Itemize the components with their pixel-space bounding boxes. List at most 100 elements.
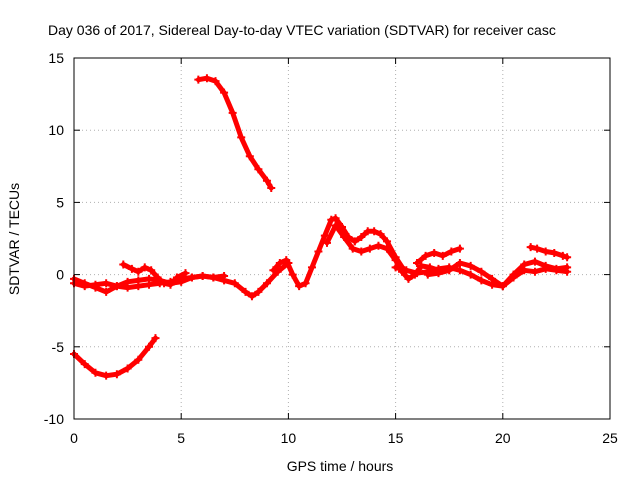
data-point bbox=[466, 270, 475, 279]
data-point bbox=[112, 282, 121, 291]
data-point bbox=[153, 273, 162, 282]
data-point bbox=[550, 248, 559, 257]
data-point bbox=[288, 270, 297, 279]
data-point bbox=[413, 269, 422, 278]
series-line-arc-high-morning bbox=[195, 75, 274, 191]
series-line-arc-low-early bbox=[71, 335, 158, 379]
data-point bbox=[314, 247, 323, 256]
data-point bbox=[438, 251, 447, 260]
data-point bbox=[404, 274, 413, 283]
data-point bbox=[376, 230, 385, 239]
data-point bbox=[228, 108, 237, 117]
data-point bbox=[220, 88, 229, 97]
data-point bbox=[477, 267, 486, 276]
data-point bbox=[520, 260, 529, 269]
data-point bbox=[533, 244, 542, 253]
data-point bbox=[166, 280, 175, 289]
data-point bbox=[421, 251, 430, 260]
x-tick-label: 5 bbox=[177, 430, 185, 446]
data-point bbox=[541, 261, 550, 270]
data-point bbox=[374, 241, 383, 250]
data-point bbox=[91, 280, 100, 289]
data-point bbox=[80, 282, 89, 291]
data-point bbox=[123, 364, 132, 373]
plot-frame bbox=[73, 57, 611, 420]
data-point bbox=[455, 266, 464, 275]
data-point bbox=[145, 342, 154, 351]
data-point bbox=[160, 279, 169, 288]
data-point bbox=[202, 74, 211, 83]
data-point bbox=[541, 247, 550, 256]
data-point bbox=[275, 259, 284, 268]
data-point bbox=[530, 267, 539, 276]
data-point bbox=[247, 292, 256, 301]
y-tick-label: -5 bbox=[52, 339, 65, 355]
data-point bbox=[383, 244, 392, 253]
data-point bbox=[322, 238, 331, 247]
data-point bbox=[211, 77, 220, 86]
data-point bbox=[80, 360, 89, 369]
data-point bbox=[320, 231, 329, 240]
data-point bbox=[563, 253, 572, 262]
data-point bbox=[413, 259, 422, 268]
data-point bbox=[254, 287, 263, 296]
data-point bbox=[417, 261, 426, 270]
data-point bbox=[151, 334, 160, 343]
data-point bbox=[327, 215, 336, 224]
data-point bbox=[563, 263, 572, 272]
data-point bbox=[194, 75, 203, 84]
data-point bbox=[391, 256, 400, 265]
data-point bbox=[237, 133, 246, 142]
data-point bbox=[391, 263, 400, 272]
x-tick-label: 15 bbox=[388, 430, 404, 446]
data-point bbox=[230, 279, 239, 288]
data-point bbox=[112, 370, 121, 379]
data-point bbox=[140, 263, 149, 272]
data-point bbox=[301, 279, 310, 288]
data-point bbox=[445, 266, 454, 275]
chart-title: Day 036 of 2017, Sidereal Day-to-day VTE… bbox=[48, 22, 556, 38]
data-point bbox=[102, 287, 111, 296]
data-point bbox=[348, 244, 357, 253]
x-tick-label: 25 bbox=[602, 430, 618, 446]
x-axis-label: GPS time / hours bbox=[287, 458, 394, 474]
data-point bbox=[181, 269, 190, 278]
data-point bbox=[370, 227, 379, 236]
series-line-arc-C bbox=[120, 262, 188, 288]
data-point bbox=[147, 266, 156, 275]
y-tick-label: -10 bbox=[44, 411, 64, 427]
data-point bbox=[423, 270, 432, 279]
data-point bbox=[241, 287, 250, 296]
data-point bbox=[509, 270, 518, 279]
grid bbox=[74, 58, 610, 419]
data-point bbox=[466, 261, 475, 270]
data-point bbox=[245, 152, 254, 161]
data-point bbox=[331, 221, 340, 230]
data-point bbox=[307, 263, 316, 272]
data-point bbox=[269, 266, 278, 275]
data-point bbox=[134, 355, 143, 364]
y-tick-label: 10 bbox=[48, 122, 64, 138]
data-point bbox=[488, 274, 497, 283]
data-point bbox=[477, 276, 486, 285]
data-point bbox=[198, 272, 207, 281]
data-point bbox=[262, 176, 271, 185]
data-point bbox=[340, 233, 349, 242]
data-point bbox=[350, 237, 359, 246]
data-point bbox=[455, 244, 464, 253]
data-point bbox=[267, 183, 276, 192]
y-tick-label: 5 bbox=[56, 194, 64, 210]
x-tick-label: 0 bbox=[70, 430, 78, 446]
data-series bbox=[70, 74, 572, 380]
data-point bbox=[134, 267, 143, 276]
data-point bbox=[558, 251, 567, 260]
data-point bbox=[119, 260, 128, 269]
data-point bbox=[172, 273, 181, 282]
data-point bbox=[455, 259, 464, 268]
data-point bbox=[295, 282, 304, 291]
data-point bbox=[262, 279, 271, 288]
data-point bbox=[434, 269, 443, 278]
data-point bbox=[123, 283, 132, 292]
data-point bbox=[357, 247, 366, 256]
